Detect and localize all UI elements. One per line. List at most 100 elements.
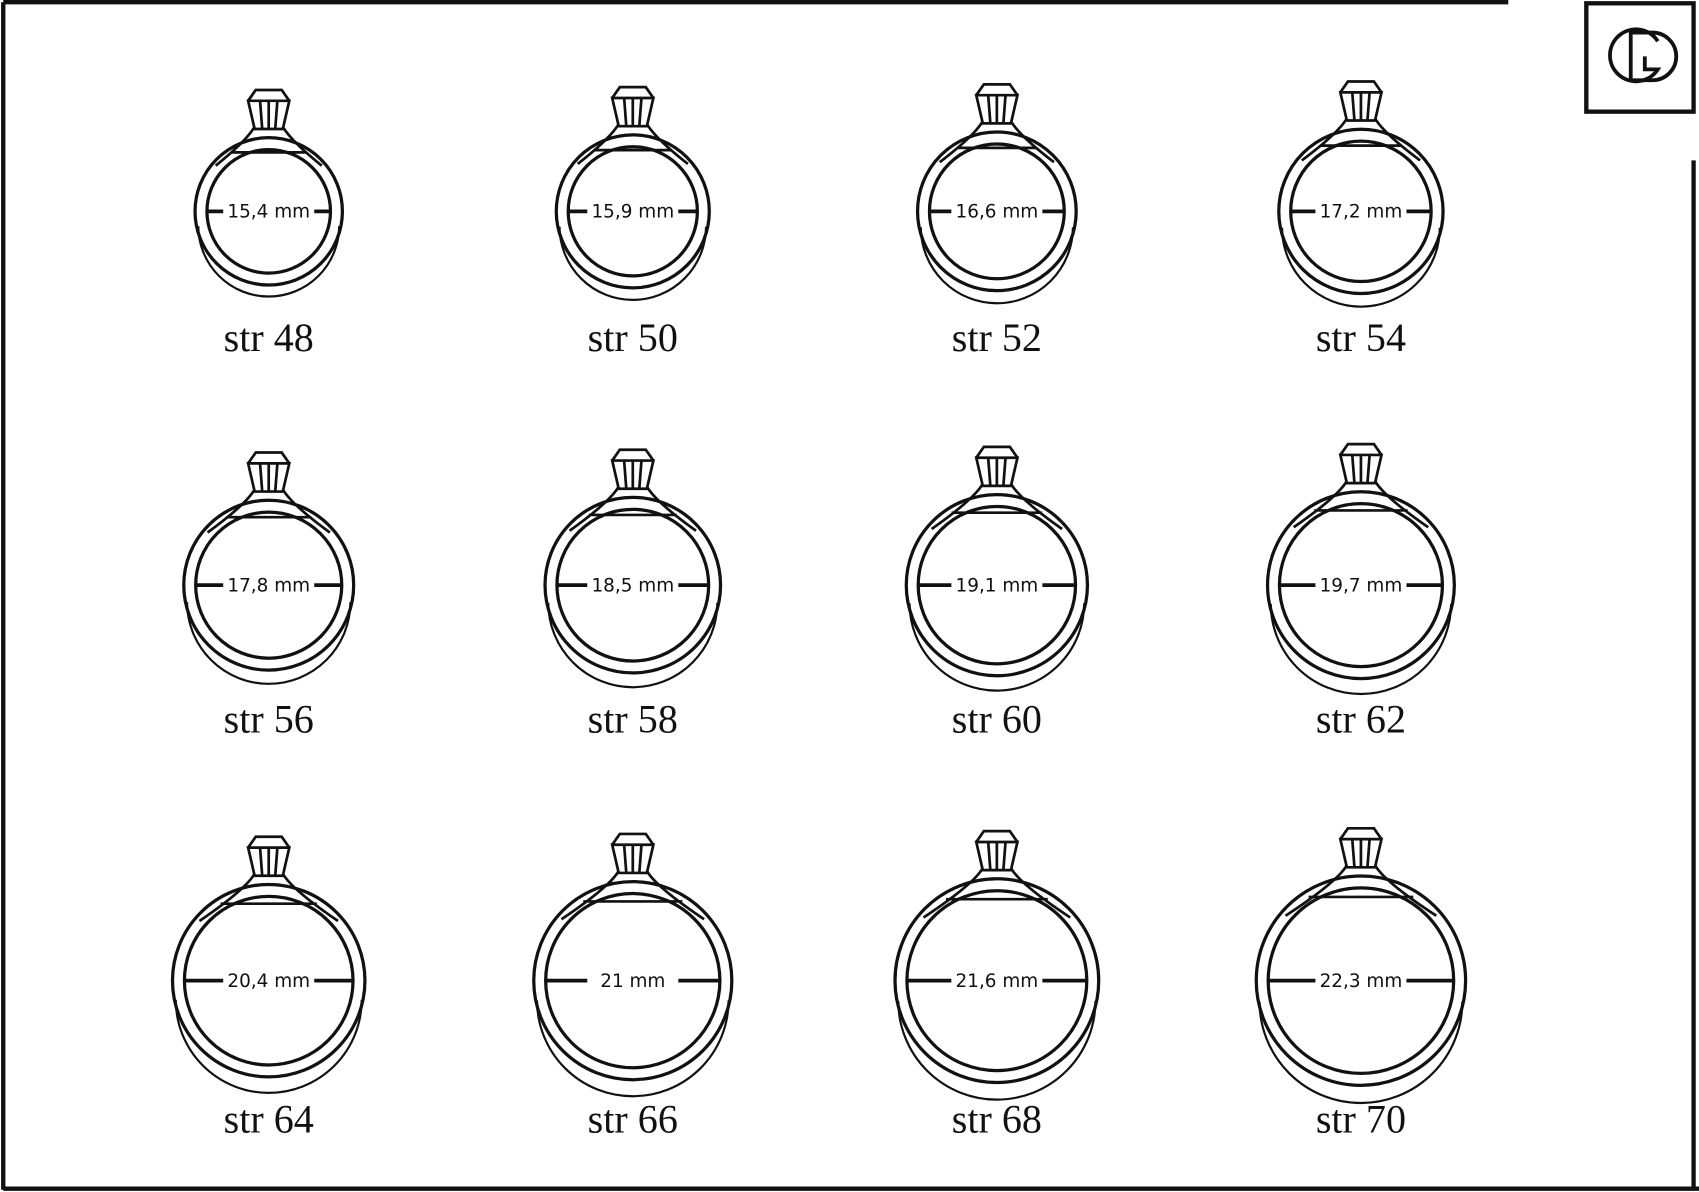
ring: 22,3 mm <box>1254 826 1468 1105</box>
size-label: str 54 <box>1316 315 1406 360</box>
ring: 15,9 mm <box>554 85 711 301</box>
measure-gap <box>951 967 1043 994</box>
size-label: str 66 <box>588 1096 678 1141</box>
measure-gap <box>1315 967 1407 994</box>
ring-head <box>974 445 1020 488</box>
measure-gap <box>1315 198 1407 225</box>
ring-head <box>1338 442 1384 485</box>
ring-shoulder <box>938 120 1055 164</box>
ring-shadow <box>535 1000 730 1098</box>
ring-head <box>974 829 1020 872</box>
diameter-label: 15,9 mm <box>591 201 674 222</box>
ring: 17,2 mm <box>1277 80 1445 308</box>
ring-shadow <box>197 226 341 298</box>
ring-outer <box>1277 127 1445 296</box>
ring-shoulder <box>1300 117 1421 162</box>
ring-shadow <box>919 227 1075 305</box>
size-label: str 48 <box>224 315 314 360</box>
ring-shadow <box>185 602 352 685</box>
diameter-label: 17,2 mm <box>1320 201 1403 222</box>
ring-head <box>610 85 656 128</box>
ring: 20,4 mm <box>170 835 367 1094</box>
ring-inner <box>927 142 1066 281</box>
size-label: str 62 <box>1316 697 1406 742</box>
ring-head <box>974 82 1020 125</box>
ring-outer <box>532 879 734 1082</box>
ring-outer <box>193 136 345 287</box>
measure-gap <box>587 967 679 994</box>
ring-outer <box>554 133 711 290</box>
diameter-label: 17,8 mm <box>227 575 310 596</box>
ring: 21,6 mm <box>893 829 1101 1101</box>
ring-shadow <box>558 226 708 301</box>
measure-gap <box>951 198 1043 225</box>
ring-shoulder <box>214 126 323 167</box>
diameter-label: 15,4 mm <box>227 201 310 222</box>
ring-outer <box>182 498 356 672</box>
ring-head <box>1338 80 1384 122</box>
ring-shadow <box>897 1001 1097 1101</box>
ring: 19,7 mm <box>1265 442 1456 696</box>
ring-shadow <box>174 999 363 1094</box>
ring-inner <box>1289 139 1433 284</box>
ring-head <box>610 448 656 491</box>
diameter-label: 18,5 mm <box>591 575 674 596</box>
size-label: str 64 <box>224 1096 314 1141</box>
measure-gap <box>223 198 315 225</box>
ring-shadow <box>1280 227 1441 308</box>
ring-shoulder <box>206 488 331 534</box>
diameter-label: 16,6 mm <box>956 201 1039 222</box>
size-label: str 60 <box>952 697 1042 742</box>
diameter-label: 22,3 mm <box>1320 971 1403 992</box>
diameter-label: 20,4 mm <box>227 971 310 992</box>
ring-shoulder <box>1284 864 1438 917</box>
ring-head <box>246 835 292 878</box>
ring: 19,1 mm <box>904 445 1090 692</box>
measure-gap <box>951 572 1043 599</box>
measure-gap <box>223 967 315 994</box>
ring-outer <box>1254 874 1468 1087</box>
ring-head <box>246 88 292 131</box>
ring-shoulder <box>930 483 1063 531</box>
size-label: str 52 <box>952 315 1042 360</box>
ring-shoulder <box>560 870 705 921</box>
ring-outer <box>915 130 1078 293</box>
diameter-label: 21,6 mm <box>956 971 1039 992</box>
ring-shoulder <box>922 867 1071 919</box>
ring: 15,4 mm <box>193 88 345 298</box>
measure-gap <box>223 572 315 599</box>
ring-shadow <box>1269 603 1453 696</box>
ring: 21 mm <box>532 832 734 1098</box>
ring-head <box>610 832 656 875</box>
ring-shoulder <box>198 872 339 923</box>
size-label: str 70 <box>1316 1096 1406 1141</box>
ring-head <box>246 451 292 493</box>
ring-shoulder <box>568 485 697 532</box>
ring-head <box>1338 826 1384 869</box>
measure-gap <box>587 198 679 225</box>
size-label: str 58 <box>588 697 678 742</box>
ring-shadow <box>547 602 719 689</box>
ring-outer <box>170 882 367 1079</box>
ring: 18,5 mm <box>543 448 723 689</box>
ring-shoulder <box>576 123 689 165</box>
diameter-label: 21 mm <box>600 971 665 992</box>
ring-outer <box>904 492 1090 678</box>
ring: 17,8 mm <box>182 451 356 685</box>
ring-shoulder <box>1292 480 1429 529</box>
ring: 16,6 mm <box>915 82 1078 305</box>
size-label: str 68 <box>952 1096 1042 1141</box>
diameter-label: 19,1 mm <box>956 575 1039 596</box>
ring-outer <box>1265 490 1456 681</box>
size-label: str 50 <box>588 315 678 360</box>
measure-gap <box>1315 572 1407 599</box>
ring-shadow <box>908 603 1086 692</box>
ring-outer <box>543 495 723 675</box>
logo-g <box>1608 27 1662 84</box>
ring-shadow <box>1258 1001 1464 1105</box>
logo-d <box>1628 30 1679 83</box>
logo-box <box>1584 1 1696 114</box>
logo <box>1584 1 1696 114</box>
